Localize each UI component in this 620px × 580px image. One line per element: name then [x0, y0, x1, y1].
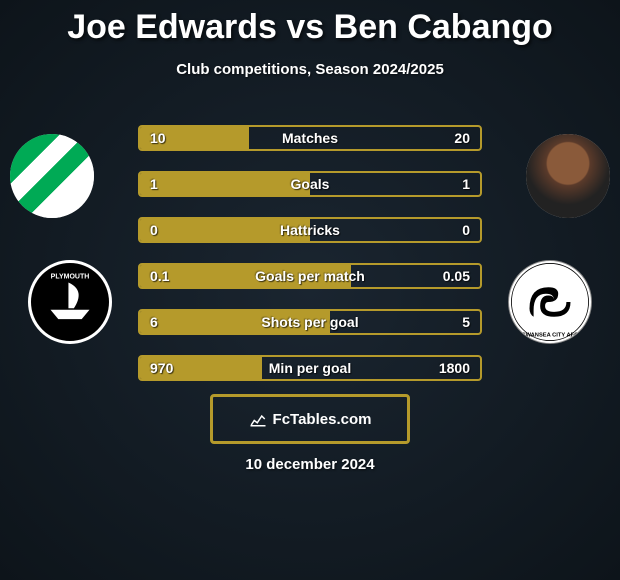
bar-label: Goals per match	[140, 265, 480, 287]
club-left-badge: PLYMOUTH	[28, 260, 112, 344]
plymouth-boat-icon: PLYMOUTH	[31, 263, 109, 341]
bar-label: Matches	[140, 127, 480, 149]
svg-text:SWANSEA CITY AFC: SWANSEA CITY AFC	[522, 332, 579, 338]
subtitle: Club competitions, Season 2024/2025	[0, 61, 620, 78]
swansea-swan-icon: SWANSEA CITY AFC	[509, 261, 591, 343]
bar-label: Hattricks	[140, 219, 480, 241]
stat-bar-goals-per-match: 0.10.05Goals per match	[138, 263, 482, 289]
stat-bar-matches: 1020Matches	[138, 125, 482, 151]
bar-label: Goals	[140, 173, 480, 195]
footer-label: FcTables.com	[273, 411, 372, 428]
player-left-avatar	[10, 134, 94, 218]
chart-icon	[249, 410, 267, 428]
stat-bar-hattricks: 00Hattricks	[138, 217, 482, 243]
player-right-avatar	[526, 134, 610, 218]
date-label: 10 december 2024	[0, 456, 620, 473]
stat-bars: 1020Matches 11Goals 00Hattricks 0.10.05Goal…	[138, 125, 482, 401]
bar-label: Min per goal	[140, 357, 480, 379]
bar-label: Shots per goal	[140, 311, 480, 333]
stat-bar-shots-per-goal: 65Shots per goal	[138, 309, 482, 335]
club-right-badge: SWANSEA CITY AFC	[508, 260, 592, 344]
page-title: Joe Edwards vs Ben Cabango	[0, 0, 620, 47]
stat-bar-min-per-goal: 9701800Min per goal	[138, 355, 482, 381]
fctables-badge: FcTables.com	[210, 394, 410, 444]
svg-text:PLYMOUTH: PLYMOUTH	[51, 274, 90, 281]
stat-bar-goals: 11Goals	[138, 171, 482, 197]
